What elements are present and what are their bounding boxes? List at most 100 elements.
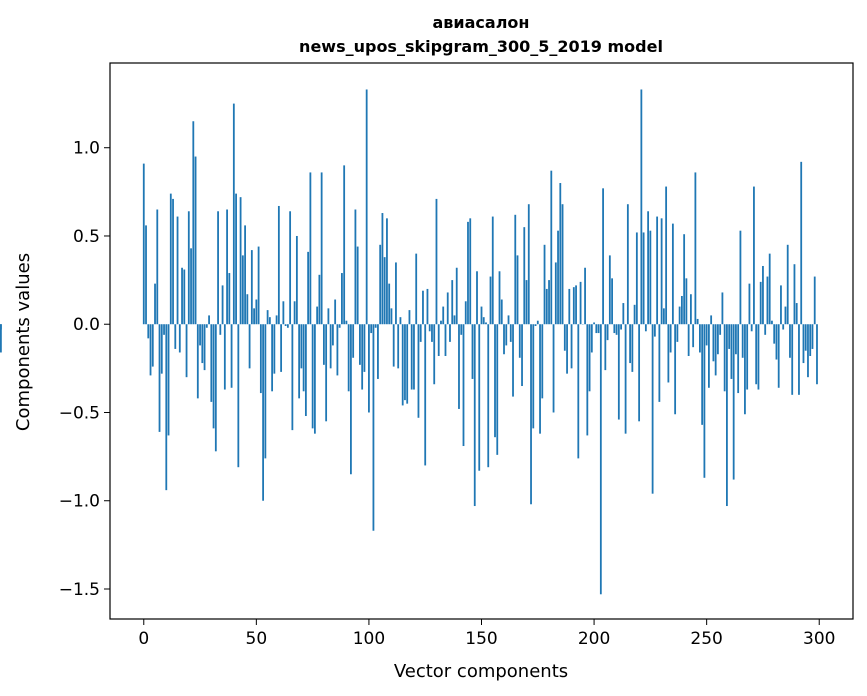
bar — [710, 315, 713, 325]
bar — [602, 188, 604, 325]
bar — [811, 324, 814, 349]
axes-frame — [109, 62, 854, 620]
bar — [719, 324, 722, 335]
bar — [246, 294, 249, 325]
bar — [782, 324, 785, 330]
bar — [701, 324, 704, 425]
bar — [617, 324, 620, 420]
bar — [653, 324, 656, 337]
bar — [176, 216, 179, 325]
bar — [674, 324, 677, 415]
chart-title: авиасалон — [433, 13, 530, 32]
bar — [313, 324, 316, 434]
bar — [795, 303, 798, 325]
bar — [280, 324, 283, 372]
bar — [149, 324, 152, 376]
bar — [300, 324, 303, 369]
bar — [187, 211, 190, 325]
bar — [181, 267, 183, 325]
bar — [277, 205, 280, 325]
bar — [298, 324, 301, 399]
bar — [777, 324, 780, 388]
bar — [694, 172, 697, 325]
bar — [451, 280, 454, 325]
bar — [332, 324, 334, 346]
bar — [464, 301, 467, 325]
bar — [210, 324, 213, 402]
bar — [593, 322, 595, 325]
bar — [397, 324, 400, 369]
bar — [345, 320, 348, 325]
bar — [689, 294, 692, 325]
bar — [239, 197, 242, 325]
bar — [399, 317, 402, 325]
bar — [316, 306, 319, 325]
bar — [771, 320, 773, 325]
bar — [543, 244, 546, 325]
x-tick-label: 250 — [690, 629, 722, 649]
bar — [223, 324, 226, 390]
bar — [478, 324, 481, 471]
bar — [365, 89, 368, 325]
bar — [325, 324, 328, 422]
bar — [739, 230, 742, 325]
y-tick-label: 0.5 — [73, 227, 100, 247]
bar — [295, 235, 298, 325]
bar — [807, 324, 809, 378]
bar — [789, 324, 791, 358]
bar — [577, 324, 580, 459]
bar — [554, 262, 557, 325]
bar — [626, 204, 629, 325]
bar — [352, 324, 355, 358]
bar — [516, 255, 519, 325]
bar — [419, 324, 422, 342]
bar — [487, 324, 490, 468]
bar — [462, 324, 465, 447]
bar — [156, 209, 159, 325]
x-axis: 0 50 100 150 200 250 300 — [138, 619, 835, 649]
bar — [473, 324, 476, 507]
bar — [599, 324, 602, 595]
bar — [192, 121, 195, 325]
bar — [561, 204, 564, 325]
bar — [257, 246, 260, 325]
bar — [226, 209, 228, 325]
bar — [235, 193, 237, 325]
bar — [266, 310, 269, 325]
bar — [750, 324, 753, 332]
bar — [244, 225, 246, 325]
bar — [503, 324, 505, 355]
bar — [343, 165, 346, 325]
y-tick-label: −1.0 — [59, 492, 100, 512]
bar — [221, 285, 224, 325]
bar — [755, 324, 758, 385]
bar — [336, 324, 339, 376]
bar — [390, 308, 393, 325]
bar — [250, 250, 253, 325]
bar — [147, 324, 150, 339]
bar — [214, 324, 217, 452]
bar — [604, 324, 607, 371]
bar — [388, 283, 391, 325]
bar — [620, 324, 622, 330]
bar — [791, 324, 794, 395]
bar — [190, 248, 192, 325]
bar — [237, 324, 240, 468]
bar — [566, 324, 568, 374]
bar — [514, 214, 517, 325]
bar — [145, 225, 147, 325]
bar — [374, 324, 377, 328]
bar — [379, 244, 382, 325]
bar — [329, 324, 332, 369]
bar — [753, 186, 755, 325]
bars-group — [0, 89, 818, 595]
bar — [471, 324, 474, 379]
bar — [813, 276, 816, 325]
bar — [548, 280, 550, 325]
bar — [793, 264, 796, 325]
bar — [757, 324, 760, 390]
bar — [426, 288, 429, 325]
bar — [545, 288, 548, 325]
bar — [512, 324, 514, 397]
